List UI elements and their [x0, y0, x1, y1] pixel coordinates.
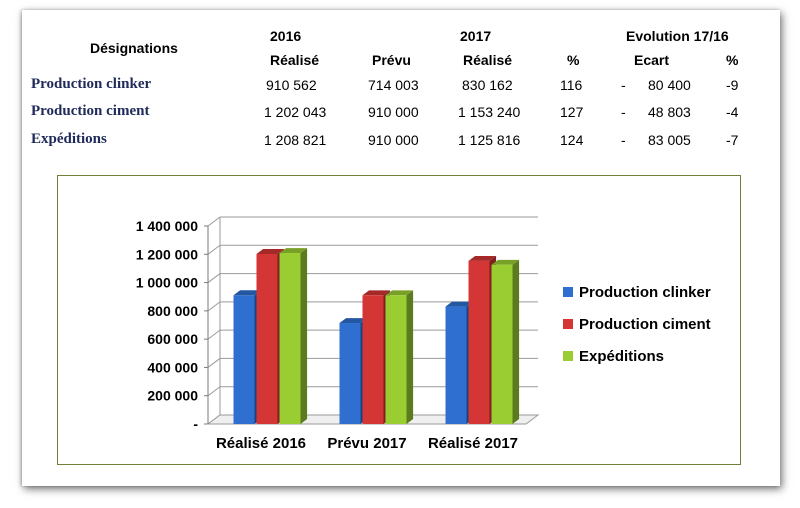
bar — [233, 295, 255, 424]
col-ecart: Ecart — [634, 52, 670, 68]
bar-top — [445, 301, 474, 307]
cell-realise-2016: 1 208 821 — [264, 132, 327, 148]
col-evo-pct: % — [726, 52, 739, 68]
cell-pct: 116 — [560, 77, 583, 93]
col-realise-2016: Réalisé — [270, 52, 320, 68]
cell-prevu: 714 003 — [368, 77, 419, 93]
year-2017-header: 2017 — [460, 28, 492, 44]
gridline-side — [207, 386, 221, 397]
cell-prevu: 910 000 — [368, 132, 419, 148]
bar-side — [512, 259, 520, 424]
cell-ecart-sign: - — [621, 132, 626, 148]
cell-realise-2017: 1 125 816 — [458, 132, 521, 148]
bar — [256, 253, 278, 424]
legend-swatch — [563, 287, 573, 297]
cell-realise-2017: 830 162 — [462, 77, 513, 93]
cell-ecart-sign: - — [621, 104, 626, 120]
x-tick-label: Prévu 2017 — [327, 435, 406, 452]
gridline-side — [207, 358, 221, 368]
cell-realise-2016: 910 562 — [266, 77, 317, 93]
row-label: Production clinker — [31, 76, 152, 92]
gridline-side — [207, 329, 221, 340]
cell-evo-pct: -9 — [726, 77, 739, 93]
gridline-side — [207, 244, 221, 255]
row-label: Expéditions — [31, 131, 107, 147]
gridline-side — [207, 301, 221, 312]
bar-top — [339, 318, 368, 324]
bar-top — [256, 249, 285, 254]
y-tick-label: 1 400 000 — [136, 218, 198, 234]
y-tick-label: 600 000 — [147, 331, 198, 347]
summary-table: Désignations 2016 2017 Evolution 17/16 R… — [22, 10, 780, 170]
cell-ecart: 48 803 — [648, 104, 691, 120]
year-2016-header: 2016 — [270, 28, 302, 44]
bar-top — [279, 248, 308, 254]
report-sheet: Désignations 2016 2017 Evolution 17/16 R… — [22, 10, 780, 486]
y-tick-label: - — [193, 416, 198, 432]
x-tick-label: Réalisé 2016 — [216, 435, 306, 452]
bar-chart: - 200 000 400 000 600 000 800 000 1 000 000 1 … — [136, 216, 711, 452]
bar-top — [491, 259, 520, 265]
bar — [385, 295, 407, 424]
y-tick-label: 800 000 — [147, 303, 198, 319]
legend-swatch — [563, 351, 573, 361]
cell-pct: 127 — [560, 104, 584, 120]
bar — [339, 323, 361, 424]
bar-top — [385, 290, 414, 296]
cell-pct: 124 — [560, 132, 584, 148]
col-prevu: Prévu — [372, 52, 411, 68]
y-tick-label: 1 200 000 — [136, 246, 198, 262]
bar-side — [300, 248, 308, 424]
cell-evo-pct: -7 — [726, 132, 739, 148]
bar — [491, 264, 513, 424]
legend-label: Production clinker — [579, 284, 711, 301]
bar-top — [233, 290, 262, 296]
x-tick-label: Réalisé 2017 — [428, 435, 518, 452]
cell-prevu: 910 000 — [368, 104, 419, 120]
y-tick-label: 200 000 — [147, 388, 198, 404]
cell-evo-pct: -4 — [726, 104, 739, 120]
designations-header: Désignations — [90, 40, 178, 56]
gridline-side — [207, 273, 221, 283]
chart-frame: - 200 000 400 000 600 000 800 000 1 000 000 1 … — [57, 175, 741, 465]
cell-ecart: 80 400 — [648, 77, 691, 93]
legend-label: Production ciment — [579, 316, 711, 333]
y-tick-label: 1 000 000 — [136, 275, 198, 291]
bar — [445, 306, 467, 424]
bar — [362, 295, 384, 424]
bar-side — [406, 290, 414, 424]
cell-ecart-sign: - — [621, 77, 626, 93]
y-tick-label: 400 000 — [147, 359, 198, 375]
col-pct: % — [567, 52, 580, 68]
bar-top — [468, 255, 497, 261]
bar — [468, 260, 490, 424]
col-realise-2017: Réalisé — [463, 52, 513, 68]
cell-realise-2017: 1 153 240 — [458, 104, 521, 120]
cell-realise-2016: 1 202 043 — [264, 104, 327, 120]
gridline-side — [207, 216, 221, 227]
bar-top — [362, 290, 391, 296]
legend-swatch — [563, 319, 573, 329]
row-label: Production ciment — [31, 103, 150, 119]
evolution-header: Evolution 17/16 — [626, 28, 729, 44]
cell-ecart: 83 005 — [648, 132, 691, 148]
legend-label: Expéditions — [579, 348, 664, 365]
bar — [279, 253, 301, 424]
